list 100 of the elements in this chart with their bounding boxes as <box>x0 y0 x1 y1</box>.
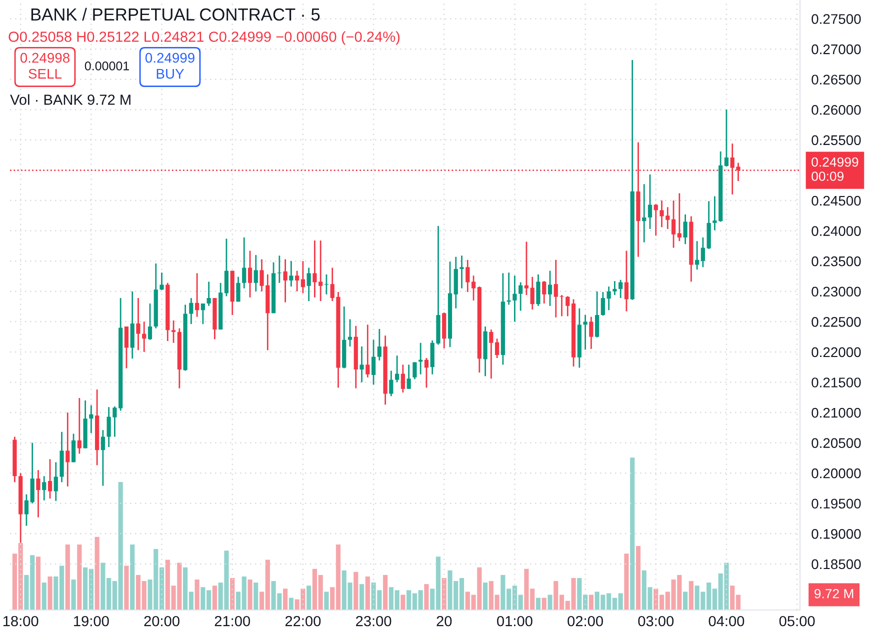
ref-line-label: 0.24999 00:09 <box>812 157 858 181</box>
candlestick <box>600 291 605 316</box>
candlestick <box>242 236 246 290</box>
candlestick <box>71 433 76 463</box>
candlestick <box>254 254 258 292</box>
x-tick-label: 20 <box>436 616 452 626</box>
bar <box>542 598 546 610</box>
candlestick <box>200 302 205 325</box>
candlestick <box>518 282 523 312</box>
candlestick <box>460 254 464 290</box>
candlestick <box>360 346 364 383</box>
bar <box>124 566 129 610</box>
bar <box>288 598 294 610</box>
x-tick-label: 04:00 <box>708 616 744 626</box>
candlestick <box>489 328 494 380</box>
candlestick <box>512 274 517 322</box>
x-tick-label: 21:00 <box>214 616 250 626</box>
candlestick <box>36 469 40 518</box>
candlestick <box>124 326 129 369</box>
bar <box>383 574 388 610</box>
candlestick <box>289 260 294 288</box>
candlestick <box>530 276 534 310</box>
y-tick-label: 0.22500 <box>812 316 861 327</box>
y-tick-label: 0.21500 <box>812 378 861 388</box>
candlestick <box>371 339 376 386</box>
candlestick <box>224 238 229 297</box>
bar <box>630 458 635 610</box>
bar <box>588 594 594 610</box>
y-tick-label: 0.20000 <box>812 468 861 478</box>
bar <box>536 598 541 610</box>
candlestick <box>612 280 617 296</box>
candlestick <box>295 270 300 292</box>
y-tick-label: 0.19000 <box>812 529 861 539</box>
candlestick <box>606 286 611 311</box>
candlestick <box>236 276 240 302</box>
candlestick <box>366 324 370 378</box>
bar <box>354 572 358 610</box>
bar <box>306 586 312 610</box>
bar <box>442 578 446 610</box>
bar <box>400 594 406 610</box>
candlestick <box>283 258 288 303</box>
x-tick-label: 18:00 <box>3 616 38 626</box>
candlestick <box>142 320 146 353</box>
candlestick <box>683 214 688 245</box>
candlestick <box>66 412 70 488</box>
x-tick-label: 03:00 <box>638 616 674 626</box>
y-tick-label: 0.24500 <box>812 196 861 206</box>
y-tick-label: 0.26500 <box>812 74 861 85</box>
candlestick <box>400 364 405 394</box>
candlestick <box>536 274 540 307</box>
candlestick <box>306 267 311 302</box>
candlestick <box>406 364 411 390</box>
y-tick-label: 0.22000 <box>812 347 861 358</box>
bar <box>212 586 217 610</box>
candlestick <box>548 270 552 307</box>
x-tick-label: 20:00 <box>144 616 180 626</box>
x-tick-label: 05:00 <box>779 616 815 626</box>
candlestick <box>89 404 94 434</box>
bar <box>48 576 52 610</box>
bar <box>283 588 288 610</box>
y-tick-label: 0.18500 <box>812 559 861 570</box>
candlestick <box>136 297 140 351</box>
bar <box>248 580 252 610</box>
annotation: 0.24999 BUY <box>145 52 194 79</box>
y-tick-label: 0.23500 <box>812 256 861 266</box>
bar <box>36 556 41 610</box>
candlestick <box>30 442 34 504</box>
bar <box>424 584 429 610</box>
y-tick-label: 0.19500 <box>812 498 861 509</box>
annotation: Vol · BANK 9.72 M <box>10 94 130 105</box>
candlestick <box>77 397 82 454</box>
candlestick <box>395 354 400 383</box>
bar <box>230 578 235 610</box>
x-tick-label: 22:00 <box>285 616 321 626</box>
annotation: 0.24998 SELL <box>20 52 70 79</box>
bar <box>688 581 694 610</box>
bar <box>42 582 46 610</box>
annotation: 0.00001 <box>84 62 129 70</box>
candlestick <box>195 272 200 318</box>
y-tick-label: 0.20500 <box>812 438 861 448</box>
candlestick <box>624 250 629 312</box>
candlestick <box>300 260 305 294</box>
bar <box>483 582 488 610</box>
candlestick <box>648 174 652 230</box>
candlestick <box>389 370 394 397</box>
candlestick <box>377 328 382 362</box>
candlestick <box>54 462 58 502</box>
bar <box>324 592 329 610</box>
candlestick <box>412 362 417 380</box>
text: 9.72 M <box>814 588 854 598</box>
candlestick <box>471 274 476 302</box>
bar <box>254 582 258 610</box>
y-tick-label: 0.26000 <box>812 104 861 115</box>
candlestick <box>495 338 500 359</box>
y-tick-label: 0.21000 <box>812 408 861 418</box>
candlestick <box>148 302 152 341</box>
candlestick <box>677 192 682 242</box>
candlestick <box>642 183 646 243</box>
y-tick-label: 0.24000 <box>812 226 861 236</box>
bar <box>77 544 82 610</box>
